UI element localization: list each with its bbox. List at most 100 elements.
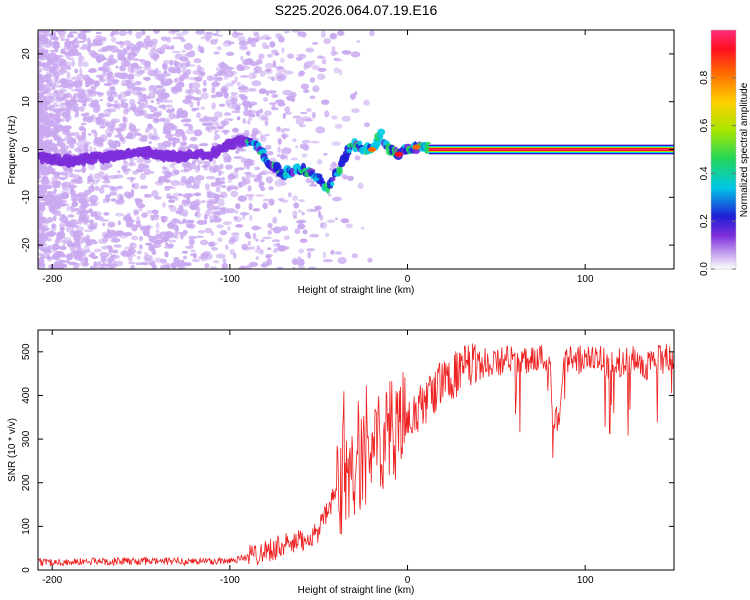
noise-blob xyxy=(72,252,78,258)
noise-blob xyxy=(43,90,48,95)
noise-blob xyxy=(303,144,310,151)
noise-blob xyxy=(145,127,149,134)
noise-blob xyxy=(185,129,195,135)
noise-blob xyxy=(42,220,49,225)
noise-blob xyxy=(124,106,131,113)
noise-blob xyxy=(225,99,232,106)
noise-blob xyxy=(109,191,118,196)
noise-blob xyxy=(110,86,116,94)
noise-blob xyxy=(213,260,220,264)
noise-blob xyxy=(137,69,145,75)
noise-blob xyxy=(102,65,108,73)
noise-blob xyxy=(295,145,299,149)
noise-blob xyxy=(127,66,135,73)
noise-blob xyxy=(252,208,261,212)
noise-blob xyxy=(322,251,327,259)
noise-blob xyxy=(255,238,259,242)
noise-blob xyxy=(38,84,46,91)
noise-blob xyxy=(150,100,155,103)
noise-blob xyxy=(77,78,84,83)
y-tick-label: 0 xyxy=(21,567,32,573)
noise-blob xyxy=(309,77,316,83)
noise-blob xyxy=(55,30,65,33)
noise-blob xyxy=(44,45,52,48)
noise-blob xyxy=(157,142,166,146)
noise-blob xyxy=(114,260,124,267)
noise-blob xyxy=(60,230,64,234)
noise-blob xyxy=(215,30,220,34)
noise-blob xyxy=(38,54,41,60)
noise-blob xyxy=(107,72,111,80)
noise-blob xyxy=(47,203,54,209)
noise-blob xyxy=(137,91,142,95)
noise-blob xyxy=(185,94,191,101)
noise-blob xyxy=(60,38,67,41)
noise-blob xyxy=(59,176,67,181)
noise-blob xyxy=(312,42,319,45)
noise-blob xyxy=(42,224,48,228)
noise-blob xyxy=(80,122,87,126)
noise-blob xyxy=(242,118,247,124)
noise-blob xyxy=(168,112,176,120)
noise-blob xyxy=(195,30,205,35)
noise-blob xyxy=(262,198,271,202)
noise-blob xyxy=(130,264,136,269)
noise-blob xyxy=(203,122,214,126)
noise-blob xyxy=(247,234,252,240)
noise-blob xyxy=(136,157,144,164)
noise-blob xyxy=(204,227,213,234)
noise-blob xyxy=(96,139,105,143)
noise-blob xyxy=(367,257,373,263)
noise-blob xyxy=(190,82,201,89)
noise-blob xyxy=(71,103,79,107)
noise-blob xyxy=(97,93,104,97)
noise-blob xyxy=(361,226,365,230)
noise-blob xyxy=(215,91,224,97)
noise-blob xyxy=(83,221,88,225)
noise-blob xyxy=(145,242,153,246)
noise-blob xyxy=(125,214,132,222)
noise-blob xyxy=(325,232,329,237)
noise-blob xyxy=(60,260,71,263)
noise-blob xyxy=(256,174,263,181)
ridge-blob xyxy=(331,176,336,182)
noise-blob xyxy=(93,130,98,138)
noise-blob xyxy=(170,180,180,186)
noise-blob xyxy=(311,64,320,71)
noise-blob xyxy=(236,64,244,72)
noise-blob xyxy=(363,99,370,106)
noise-blob xyxy=(88,239,97,243)
noise-blob xyxy=(264,120,269,126)
noise-blob xyxy=(251,225,260,231)
noise-blob xyxy=(264,62,274,69)
noise-blob xyxy=(225,82,234,87)
noise-blob xyxy=(74,114,79,118)
noise-blob xyxy=(66,37,70,42)
noise-blob xyxy=(115,127,124,133)
noise-blob xyxy=(84,256,89,264)
noise-blob xyxy=(182,229,187,237)
noise-blob xyxy=(228,67,235,70)
noise-blob xyxy=(203,160,211,168)
noise-blob xyxy=(82,30,89,33)
noise-blob xyxy=(209,198,217,202)
constant-band-stripe xyxy=(428,144,674,145)
noise-blob xyxy=(210,182,217,187)
noise-blob xyxy=(114,230,121,236)
noise-blob xyxy=(260,170,269,176)
noise-blob xyxy=(59,226,65,232)
noise-blob xyxy=(49,67,53,75)
noise-blob xyxy=(172,217,178,222)
noise-blob xyxy=(70,89,81,92)
noise-blob xyxy=(97,261,101,265)
noise-blob xyxy=(44,49,49,54)
noise-blob xyxy=(65,114,72,122)
noise-blob xyxy=(225,51,235,56)
noise-blob xyxy=(67,214,75,218)
noise-blob xyxy=(273,243,280,247)
noise-blob xyxy=(186,196,190,203)
noise-blob xyxy=(62,239,66,247)
noise-blob xyxy=(47,104,55,112)
noise-blob xyxy=(42,127,52,131)
